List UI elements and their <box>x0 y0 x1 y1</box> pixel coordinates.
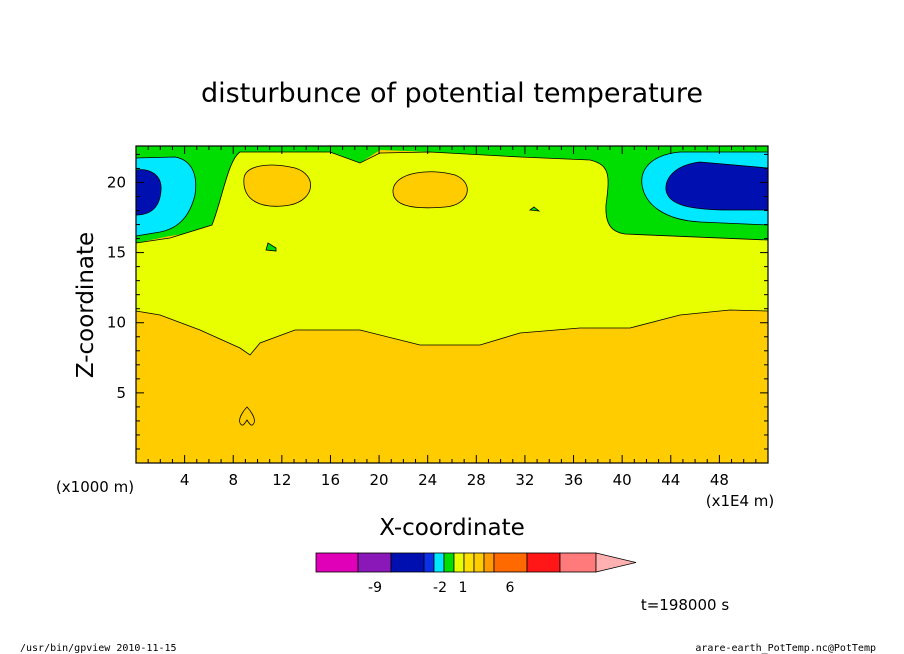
fill-right-blue <box>665 161 769 211</box>
footer-right: arare-earth_PotTemp.nc@PotTemp <box>695 643 876 654</box>
colorbar-segment <box>433 552 445 573</box>
plot-area <box>135 145 769 464</box>
y-tick-label: 10 <box>107 314 126 332</box>
x-tick-label: 4 <box>180 471 190 489</box>
spot-green-1 <box>265 242 277 252</box>
colorbar-segment <box>493 552 528 573</box>
x-tick-label: 24 <box>418 471 437 489</box>
colorbar-label: -2 <box>433 580 447 596</box>
y-axis-title: Z-coordinate <box>73 232 99 378</box>
x-axis: 4 8 12 16 20 24 28 32 36 40 44 48 <box>147 146 757 489</box>
x-unit-label: (x1E4 m) <box>706 492 775 510</box>
spot-green-2 <box>528 206 541 212</box>
chart-title: disturbunce of potential temperature <box>201 78 703 109</box>
x-tick-label: 8 <box>228 471 238 489</box>
y-unit-label: (x1000 m) <box>56 478 134 496</box>
x-tick-label: 36 <box>564 471 583 489</box>
colorbar-segment <box>526 552 561 573</box>
y-axis: 5 10 15 20 <box>107 153 768 450</box>
colorbar-label: 1 <box>459 580 468 596</box>
y-tick-label: 20 <box>107 173 126 191</box>
x-tick-label: 40 <box>613 471 632 489</box>
blob-orange-right <box>392 171 468 209</box>
colorbar-labels: -9 -2 1 6 <box>368 580 515 596</box>
x-axis-title: X-coordinate <box>379 515 525 541</box>
colorbar <box>315 552 637 573</box>
colorbar-segment <box>443 552 455 573</box>
y-tick-label: 15 <box>107 244 126 262</box>
colorbar-segment <box>559 552 597 573</box>
blob-orange-left <box>243 164 312 207</box>
x-tick-label: 28 <box>467 471 486 489</box>
colorbar-segment <box>473 552 485 573</box>
x-tick-label: 20 <box>370 471 389 489</box>
colorbar-segment <box>483 552 495 573</box>
colorbar-label: -9 <box>368 580 382 596</box>
x-tick-label: 12 <box>272 471 291 489</box>
x-tick-label: 16 <box>321 471 340 489</box>
x-tick-label: 44 <box>661 471 680 489</box>
colorbar-segment <box>423 552 435 573</box>
contour-bottom <box>239 406 255 426</box>
x-tick-label: 48 <box>710 471 729 489</box>
y-tick-label: 5 <box>116 384 126 402</box>
footer-left: /usr/bin/gpview 2010-11-15 <box>20 643 177 654</box>
contour-upper <box>135 151 769 244</box>
colorbar-segment <box>463 552 475 573</box>
colorbar-segment <box>315 552 359 573</box>
x-tick-label: 32 <box>515 471 534 489</box>
colorbar-label: 6 <box>506 580 515 596</box>
colorbar-arrow <box>595 552 637 573</box>
colorbar-segment <box>357 552 392 573</box>
time-label: t=198000 s <box>641 596 729 614</box>
colorbar-segment <box>453 552 465 573</box>
fill-left-blue <box>135 169 162 216</box>
fill-upper-green <box>136 146 768 243</box>
contour-lower <box>135 309 769 356</box>
colorbar-segment <box>390 552 425 573</box>
